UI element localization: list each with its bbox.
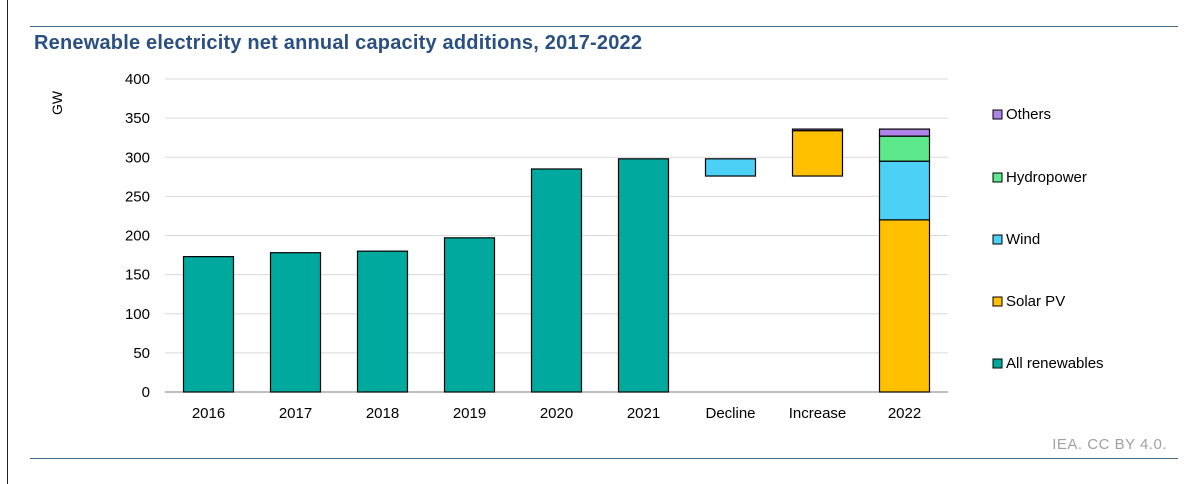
y-tick-label-0: 0 bbox=[142, 384, 150, 401]
legend-label-all-renewables: All renewables bbox=[1006, 355, 1104, 372]
frame-left-border bbox=[7, 0, 8, 484]
legend-swatch-hydropower bbox=[992, 172, 1003, 183]
legend-label-others: Others bbox=[1006, 106, 1051, 123]
bar-others-increase bbox=[791, 128, 844, 132]
top-rule bbox=[30, 26, 1178, 27]
y-tick-label-200: 200 bbox=[125, 228, 150, 245]
bar-all-renewables-2019 bbox=[443, 237, 496, 393]
legend-swatch-wind bbox=[992, 234, 1003, 245]
y-axis-label: GW bbox=[49, 90, 65, 115]
legend-swatch-others bbox=[992, 109, 1003, 120]
source-credit: IEA. CC BY 4.0. bbox=[1052, 436, 1167, 453]
legend-label-solar-pv: Solar PV bbox=[1006, 293, 1065, 310]
bottom-rule bbox=[30, 458, 1178, 459]
y-tick-label-350: 350 bbox=[125, 110, 150, 127]
y-tick-label-150: 150 bbox=[125, 267, 150, 284]
x-tick-label-2020: 2020 bbox=[540, 405, 573, 422]
bar-all-renewables-2018 bbox=[356, 250, 409, 393]
bar-wind-2022 bbox=[878, 160, 931, 221]
x-tick-label-2022: 2022 bbox=[888, 405, 921, 422]
bar-all-renewables-2021 bbox=[617, 158, 670, 393]
x-tick-label-2017: 2017 bbox=[279, 405, 312, 422]
bar-others-2022 bbox=[878, 128, 931, 137]
bar-solar-pv-increase bbox=[791, 130, 844, 177]
y-tick-label-250: 250 bbox=[125, 188, 150, 205]
legend-swatch-all-renewables bbox=[992, 358, 1003, 369]
legend-swatch-solar-pv bbox=[992, 296, 1003, 307]
bar-wind-decline bbox=[704, 158, 757, 177]
legend-label-wind: Wind bbox=[1006, 231, 1040, 248]
bar-solar-pv-2022 bbox=[878, 219, 931, 393]
bar-all-renewables-2016 bbox=[182, 256, 235, 393]
y-tick-label-100: 100 bbox=[125, 306, 150, 323]
x-tick-label-2016: 2016 bbox=[192, 405, 225, 422]
y-tick-label-300: 300 bbox=[125, 149, 150, 166]
chart-title: Renewable electricity net annual capacit… bbox=[34, 32, 643, 54]
x-tick-label-2021: 2021 bbox=[627, 405, 660, 422]
bar-all-renewables-2017 bbox=[269, 252, 322, 393]
x-tick-label-decline: Decline bbox=[705, 405, 755, 422]
x-tick-label-2018: 2018 bbox=[366, 405, 399, 422]
x-tick-label-increase: Increase bbox=[789, 405, 847, 422]
y-tick-label-50: 50 bbox=[133, 345, 150, 362]
legend-label-hydropower: Hydropower bbox=[1006, 169, 1087, 186]
x-tick-label-2019: 2019 bbox=[453, 405, 486, 422]
y-tick-label-400: 400 bbox=[125, 71, 150, 88]
bar-all-renewables-2020 bbox=[530, 168, 583, 393]
bar-hydropower-2022 bbox=[878, 135, 931, 162]
